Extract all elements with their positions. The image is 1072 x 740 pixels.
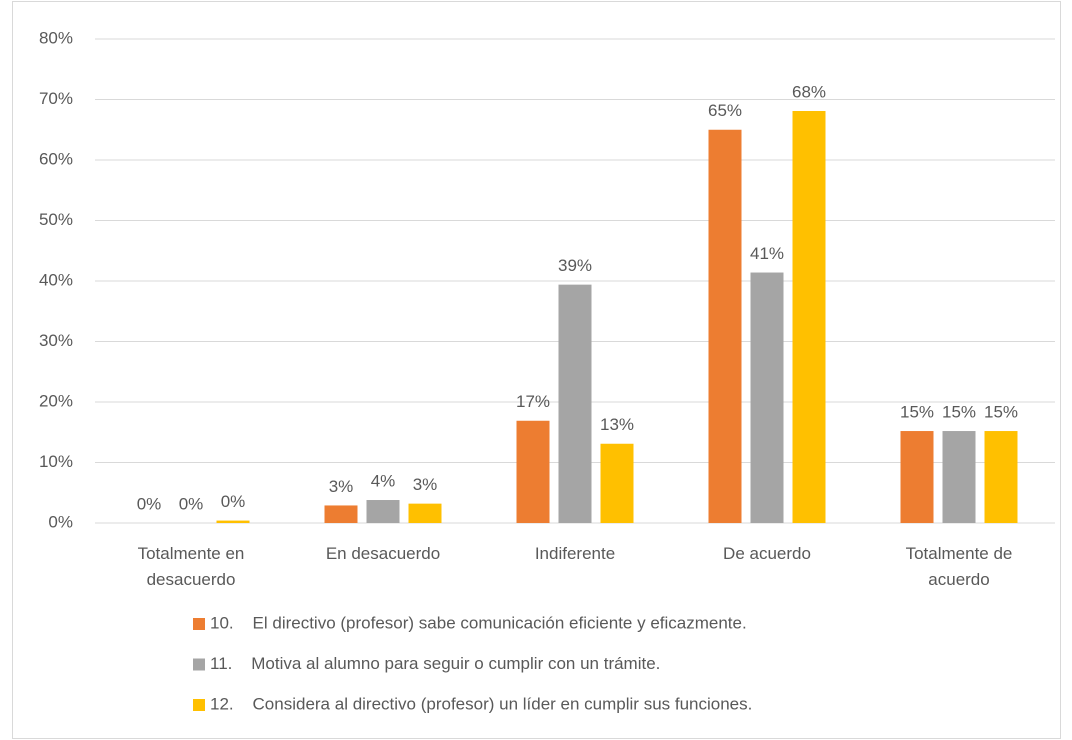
data-label: 4%: [371, 471, 396, 490]
y-tick-label: 50%: [39, 210, 73, 229]
y-tick-label: 40%: [39, 270, 73, 289]
bar: [984, 431, 1018, 523]
data-label: 15%: [942, 403, 976, 422]
data-label: 3%: [329, 477, 354, 496]
bar: [792, 110, 826, 524]
data-label: 0%: [179, 494, 204, 513]
legend-label: 12. Considera al directivo (profesor) un…: [210, 694, 752, 713]
bar: [900, 431, 934, 523]
x-tick-label: Indiferente: [534, 544, 616, 563]
x-tick-label: Totalmente en desacuerdo: [137, 544, 245, 589]
bar: [324, 505, 358, 523]
y-tick-label: 20%: [39, 391, 73, 410]
bar: [750, 272, 784, 523]
data-label: 13%: [600, 415, 634, 434]
data-label: 0%: [137, 494, 162, 513]
legend-label: 10. El directivo (profesor) sabe comunic…: [210, 613, 747, 632]
legend-swatch: [193, 699, 205, 711]
bar: [708, 129, 742, 523]
bar: [942, 431, 976, 523]
data-label: 68%: [792, 82, 826, 101]
legend-swatch: [193, 618, 205, 630]
data-label: 65%: [708, 101, 742, 120]
y-tick-label: 70%: [39, 89, 73, 108]
data-label: 3%: [413, 475, 438, 494]
bar: [216, 520, 250, 523]
data-label: 0%: [221, 492, 246, 511]
y-tick-label: 30%: [39, 331, 73, 350]
y-tick-label: 60%: [39, 149, 73, 168]
x-tick-label: De acuerdo: [723, 544, 811, 563]
x-tick-label: Totalmente de acuerdo: [905, 544, 1013, 589]
x-tick-label: En desacuerdo: [325, 544, 441, 563]
bar: [558, 284, 592, 523]
data-label: 17%: [516, 392, 550, 411]
data-label: 41%: [750, 244, 784, 263]
legend-swatch: [193, 658, 205, 671]
chart-frame: [12, 1, 1061, 739]
bar: [516, 420, 550, 523]
y-tick-label: 80%: [39, 28, 73, 47]
data-label: 39%: [558, 256, 592, 275]
data-label: 15%: [900, 403, 934, 422]
bar: [408, 503, 442, 523]
data-label: 15%: [984, 403, 1018, 422]
legend-label: 11. Motiva al alumno para seguir o cumpl…: [210, 654, 660, 673]
y-tick-label: 10%: [39, 452, 73, 471]
bar: [366, 500, 400, 523]
y-tick-label: 0%: [48, 512, 73, 531]
bar: [600, 443, 634, 523]
